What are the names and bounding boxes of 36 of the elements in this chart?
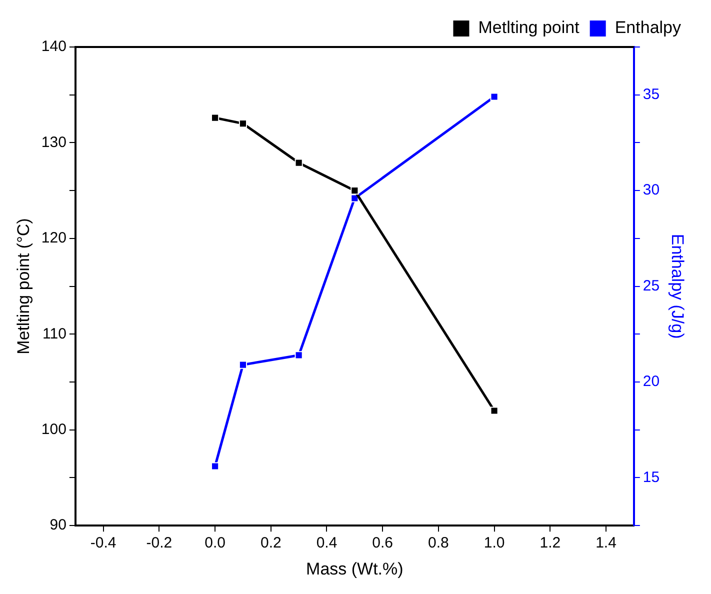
point [490, 406, 498, 415]
point [350, 186, 359, 195]
x-tick-label: -0.4 [90, 534, 116, 552]
x-tick-label: 1.2 [540, 534, 561, 552]
y-tick-label: 110 [42, 325, 66, 342]
y2-tick-label: 25 [642, 277, 660, 294]
point [294, 351, 303, 360]
y-tick-label: 100 [41, 421, 66, 438]
x-tick-label: 1.4 [596, 534, 616, 552]
x-tick-label: 0.4 [316, 534, 338, 552]
y-tick-label: 130 [41, 134, 66, 151]
y2-axis-title: Enthalpy (J/g) [668, 234, 688, 339]
y2-tick-label: 20 [642, 373, 660, 390]
x-tick-label: 0.6 [372, 534, 394, 552]
point [238, 360, 248, 369]
x-tick-label: 0.0 [204, 534, 226, 552]
y-tick-label: 140 [41, 38, 66, 56]
y2-tick-label: 15 [642, 468, 660, 486]
x-tick-label: 0.2 [260, 534, 282, 552]
x-axis-title: Mass (Wt.%) [306, 559, 404, 578]
point [238, 120, 248, 128]
y2-tick-label: 35 [642, 86, 660, 103]
y-axis-title: Metlting point (°C) [14, 218, 33, 354]
x-tick-label: 1.0 [484, 534, 505, 552]
y2-tick-label: 30 [642, 182, 660, 199]
y-tick-label: 90 [50, 516, 66, 534]
point [350, 194, 359, 202]
legend-label: Enthalpy [614, 18, 682, 38]
x-tick-label: -0.2 [146, 534, 172, 552]
point [211, 462, 220, 470]
legend-label: Metlting point [478, 18, 580, 38]
point [490, 92, 498, 101]
x-tick-label: 0.8 [428, 534, 449, 552]
point [294, 158, 303, 167]
point [211, 114, 220, 122]
y-tick-label: 120 [41, 230, 66, 247]
